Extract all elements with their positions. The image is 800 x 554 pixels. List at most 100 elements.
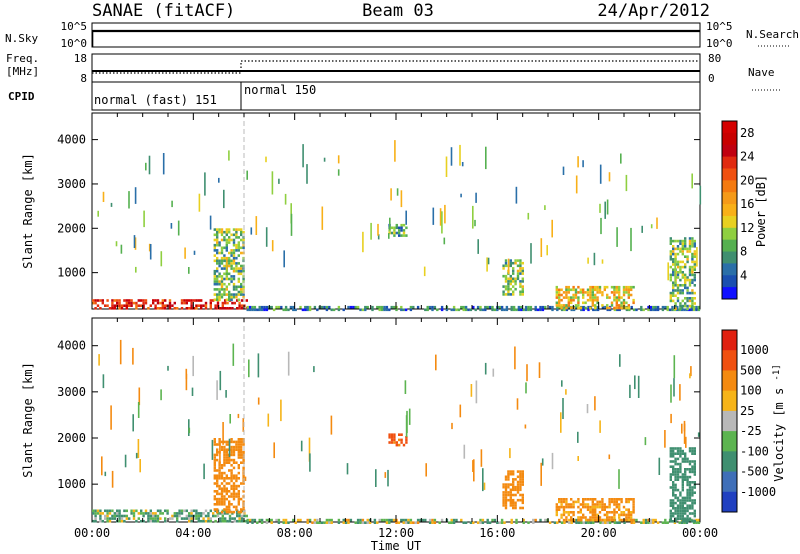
echo-cell	[615, 288, 618, 292]
echo-cell	[592, 308, 595, 312]
nsky-panel: N.Sky 10^5 10^0 10^5 10^0 N.Search	[5, 20, 799, 50]
echo-cell	[688, 499, 692, 502]
echo-cell	[173, 514, 176, 518]
echo-cell	[681, 242, 684, 245]
echo-cell	[385, 521, 389, 524]
echo-cell	[570, 518, 573, 522]
echo-cell	[684, 284, 687, 287]
echo-cell	[686, 457, 689, 461]
echo-cell	[225, 230, 228, 234]
echo-cell	[686, 260, 689, 264]
echo-cell	[615, 511, 618, 514]
echo-cell	[618, 288, 621, 292]
echo-cell	[214, 307, 217, 310]
echo-cell	[245, 299, 248, 302]
echo-cell	[108, 307, 112, 310]
echo-cell	[185, 514, 188, 518]
echo-cell	[684, 297, 687, 300]
echo-cell	[606, 296, 609, 299]
echo-cell	[436, 308, 439, 312]
echo-cell	[479, 518, 482, 522]
echo-cell	[238, 307, 241, 310]
power-frame	[91, 112, 701, 310]
echo-cell	[509, 280, 512, 283]
echo-cell	[684, 263, 687, 266]
echo-cell	[674, 478, 677, 481]
power-data	[92, 113, 702, 312]
echo-cell	[610, 498, 614, 501]
echo-cell	[235, 445, 238, 449]
echo-cell	[502, 285, 505, 288]
echo-cell	[671, 305, 674, 309]
echo-cell	[223, 440, 226, 444]
echo-cell	[505, 308, 509, 312]
echo-cell	[521, 496, 524, 499]
echo-cell	[496, 521, 499, 524]
colorbar-tick-label: -1000	[740, 485, 776, 499]
echo-cell	[693, 242, 696, 245]
echo-streak	[425, 463, 427, 477]
echo-streak	[681, 423, 683, 434]
echo-cell	[582, 498, 585, 501]
echo-cell	[596, 288, 599, 292]
echo-cell	[356, 518, 360, 522]
echo-cell	[235, 262, 238, 265]
echo-cell	[587, 521, 590, 524]
echo-cell	[674, 281, 677, 284]
echo-cell	[519, 472, 522, 476]
echo-cell	[220, 295, 224, 299]
echo-cell	[240, 482, 243, 485]
echo-cell	[426, 308, 429, 312]
echo-cell	[223, 238, 226, 242]
echo-cell	[216, 479, 219, 483]
echo-cell	[562, 291, 566, 294]
echo-cell	[173, 512, 176, 515]
echo-cell	[221, 307, 224, 310]
echo-cell	[516, 272, 520, 275]
echo-cell	[125, 307, 128, 310]
echo-cell	[479, 308, 482, 312]
echo-streak	[606, 199, 609, 215]
echo-cell	[235, 230, 238, 234]
echo-cell	[118, 517, 121, 520]
echo-cell	[606, 308, 609, 312]
echo-cell	[589, 285, 592, 289]
echo-cell	[688, 512, 692, 515]
echo-cell	[450, 518, 453, 522]
echo-cell	[669, 512, 672, 515]
echo-cell	[674, 302, 677, 305]
echo-cell	[371, 308, 374, 312]
echo-cell	[256, 521, 259, 524]
echo-cell	[123, 299, 126, 302]
echo-cell	[691, 245, 694, 248]
echo-cell	[152, 512, 155, 515]
echo-cell	[108, 517, 112, 520]
power-colorbar-label: Power [dB]	[754, 175, 768, 247]
echo-cell	[606, 516, 609, 519]
echo-streak	[541, 458, 544, 466]
echo-cell	[560, 505, 563, 509]
echo-streak	[167, 365, 169, 371]
x-tick-label: 16:00	[479, 526, 515, 540]
echo-cell	[630, 511, 633, 514]
echo-streak	[625, 174, 628, 192]
echo-cell	[681, 247, 684, 251]
echo-cell	[577, 500, 580, 504]
echo-cell	[232, 466, 236, 470]
echo-cell	[398, 433, 401, 436]
echo-cell	[691, 278, 694, 282]
echo-cell	[409, 308, 413, 312]
echo-cell	[238, 301, 241, 305]
echo-cell	[242, 238, 245, 242]
echo-cell	[521, 483, 524, 486]
echo-cell	[467, 308, 470, 312]
echo-cell	[589, 306, 592, 310]
echo-cell	[304, 305, 307, 309]
echo-streak	[102, 191, 105, 202]
echo-cell	[693, 499, 696, 502]
echo-cell	[235, 256, 238, 260]
echo-cell	[632, 511, 635, 514]
echo-cell	[402, 521, 405, 524]
echo-cell	[630, 285, 633, 289]
echo-cell	[509, 472, 512, 476]
